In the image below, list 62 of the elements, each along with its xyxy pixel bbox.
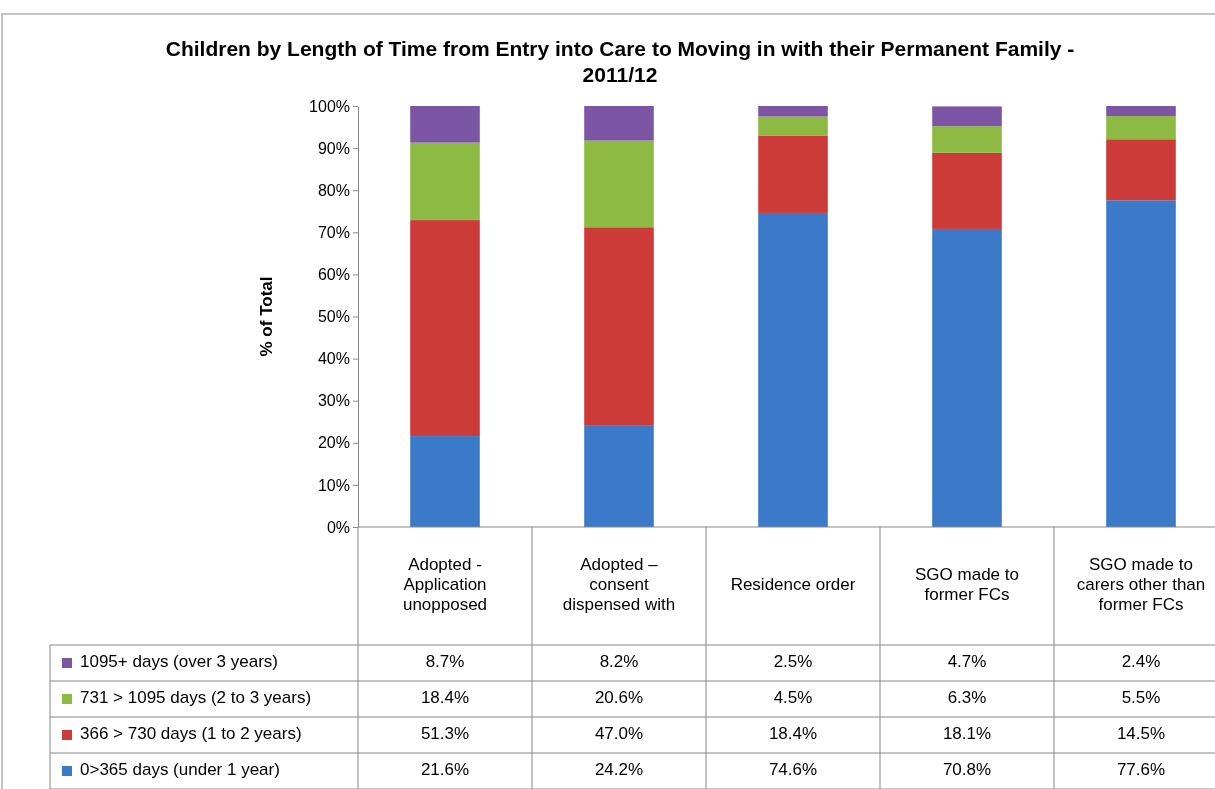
bar xyxy=(758,106,828,117)
bar xyxy=(1106,106,1176,117)
legend-label: 0>365 days (under 1 year) xyxy=(80,760,280,780)
legend-label: 1095+ days (over 3 years) xyxy=(80,652,278,672)
y-tick-label: 90% xyxy=(317,139,350,157)
y-tick-label: 60% xyxy=(317,266,350,284)
y-tick-label: 10% xyxy=(317,476,350,494)
data-label: 20.6% xyxy=(594,688,644,708)
bar xyxy=(584,425,654,527)
bar xyxy=(758,135,828,213)
data-label: 4.7% xyxy=(947,652,987,672)
data-label: 77.6% xyxy=(1116,760,1166,780)
bar xyxy=(1106,116,1176,140)
bar xyxy=(584,227,654,426)
data-label: 74.6% xyxy=(768,760,818,780)
x-tick-label: Adopted - Application unopposed xyxy=(402,555,488,615)
bar xyxy=(932,228,1002,527)
bar xyxy=(410,106,480,143)
y-tick-label: 40% xyxy=(317,350,350,368)
bar xyxy=(1106,139,1176,201)
data-label: 6.3% xyxy=(947,688,987,708)
bar xyxy=(932,152,1002,229)
x-tick-label: Adopted – consent dispensed with xyxy=(562,555,676,615)
y-tick-label: 30% xyxy=(317,392,350,410)
y-tick-label: 0% xyxy=(326,518,350,536)
legend-label: 731 > 1095 days (2 to 3 years) xyxy=(80,688,312,708)
bar xyxy=(584,140,654,228)
data-label: 70.8% xyxy=(942,760,992,780)
bar xyxy=(410,436,480,527)
y-tick-label: 20% xyxy=(317,434,350,452)
data-label: 8.2% xyxy=(599,652,639,672)
bar xyxy=(932,126,1002,153)
chart-title: Children by Length of Time from Entry into Care to Moving in with their Permanent Family - 2011/12 xyxy=(165,36,1075,86)
data-label: 4.5% xyxy=(773,688,813,708)
data-label: 21.6% xyxy=(420,760,470,780)
y-axis-title: % of Total xyxy=(257,276,276,357)
bar xyxy=(410,142,480,221)
bar xyxy=(932,106,1002,127)
bar xyxy=(1106,200,1176,527)
bar xyxy=(584,106,654,141)
y-tick-label: 70% xyxy=(317,223,350,241)
x-tick-label: SGO made to former FCs xyxy=(915,565,1019,605)
x-tick-label: Residence order xyxy=(730,575,856,595)
data-label: 51.3% xyxy=(420,724,470,744)
data-label: 24.2% xyxy=(594,760,644,780)
legend-label: 366 > 730 days (1 to 2 years) xyxy=(80,724,302,744)
data-label: 8.7% xyxy=(425,652,465,672)
data-label: 18.4% xyxy=(768,724,818,744)
data-label: 2.5% xyxy=(773,652,813,672)
bar xyxy=(758,212,828,527)
data-label: 2.4% xyxy=(1121,652,1161,672)
y-tick-label: 100% xyxy=(309,97,350,115)
data-label: 18.1% xyxy=(942,724,992,744)
bar xyxy=(410,220,480,437)
data-label: 18.4% xyxy=(420,688,470,708)
y-tick-label: 80% xyxy=(317,181,350,199)
data-label: 14.5% xyxy=(1116,724,1166,744)
y-tick-label: 50% xyxy=(317,308,350,326)
data-label: 47.0% xyxy=(594,724,644,744)
bar xyxy=(758,116,828,136)
data-label: 5.5% xyxy=(1121,688,1161,708)
x-tick-label: SGO made to carers other than former FCs xyxy=(1076,555,1206,615)
